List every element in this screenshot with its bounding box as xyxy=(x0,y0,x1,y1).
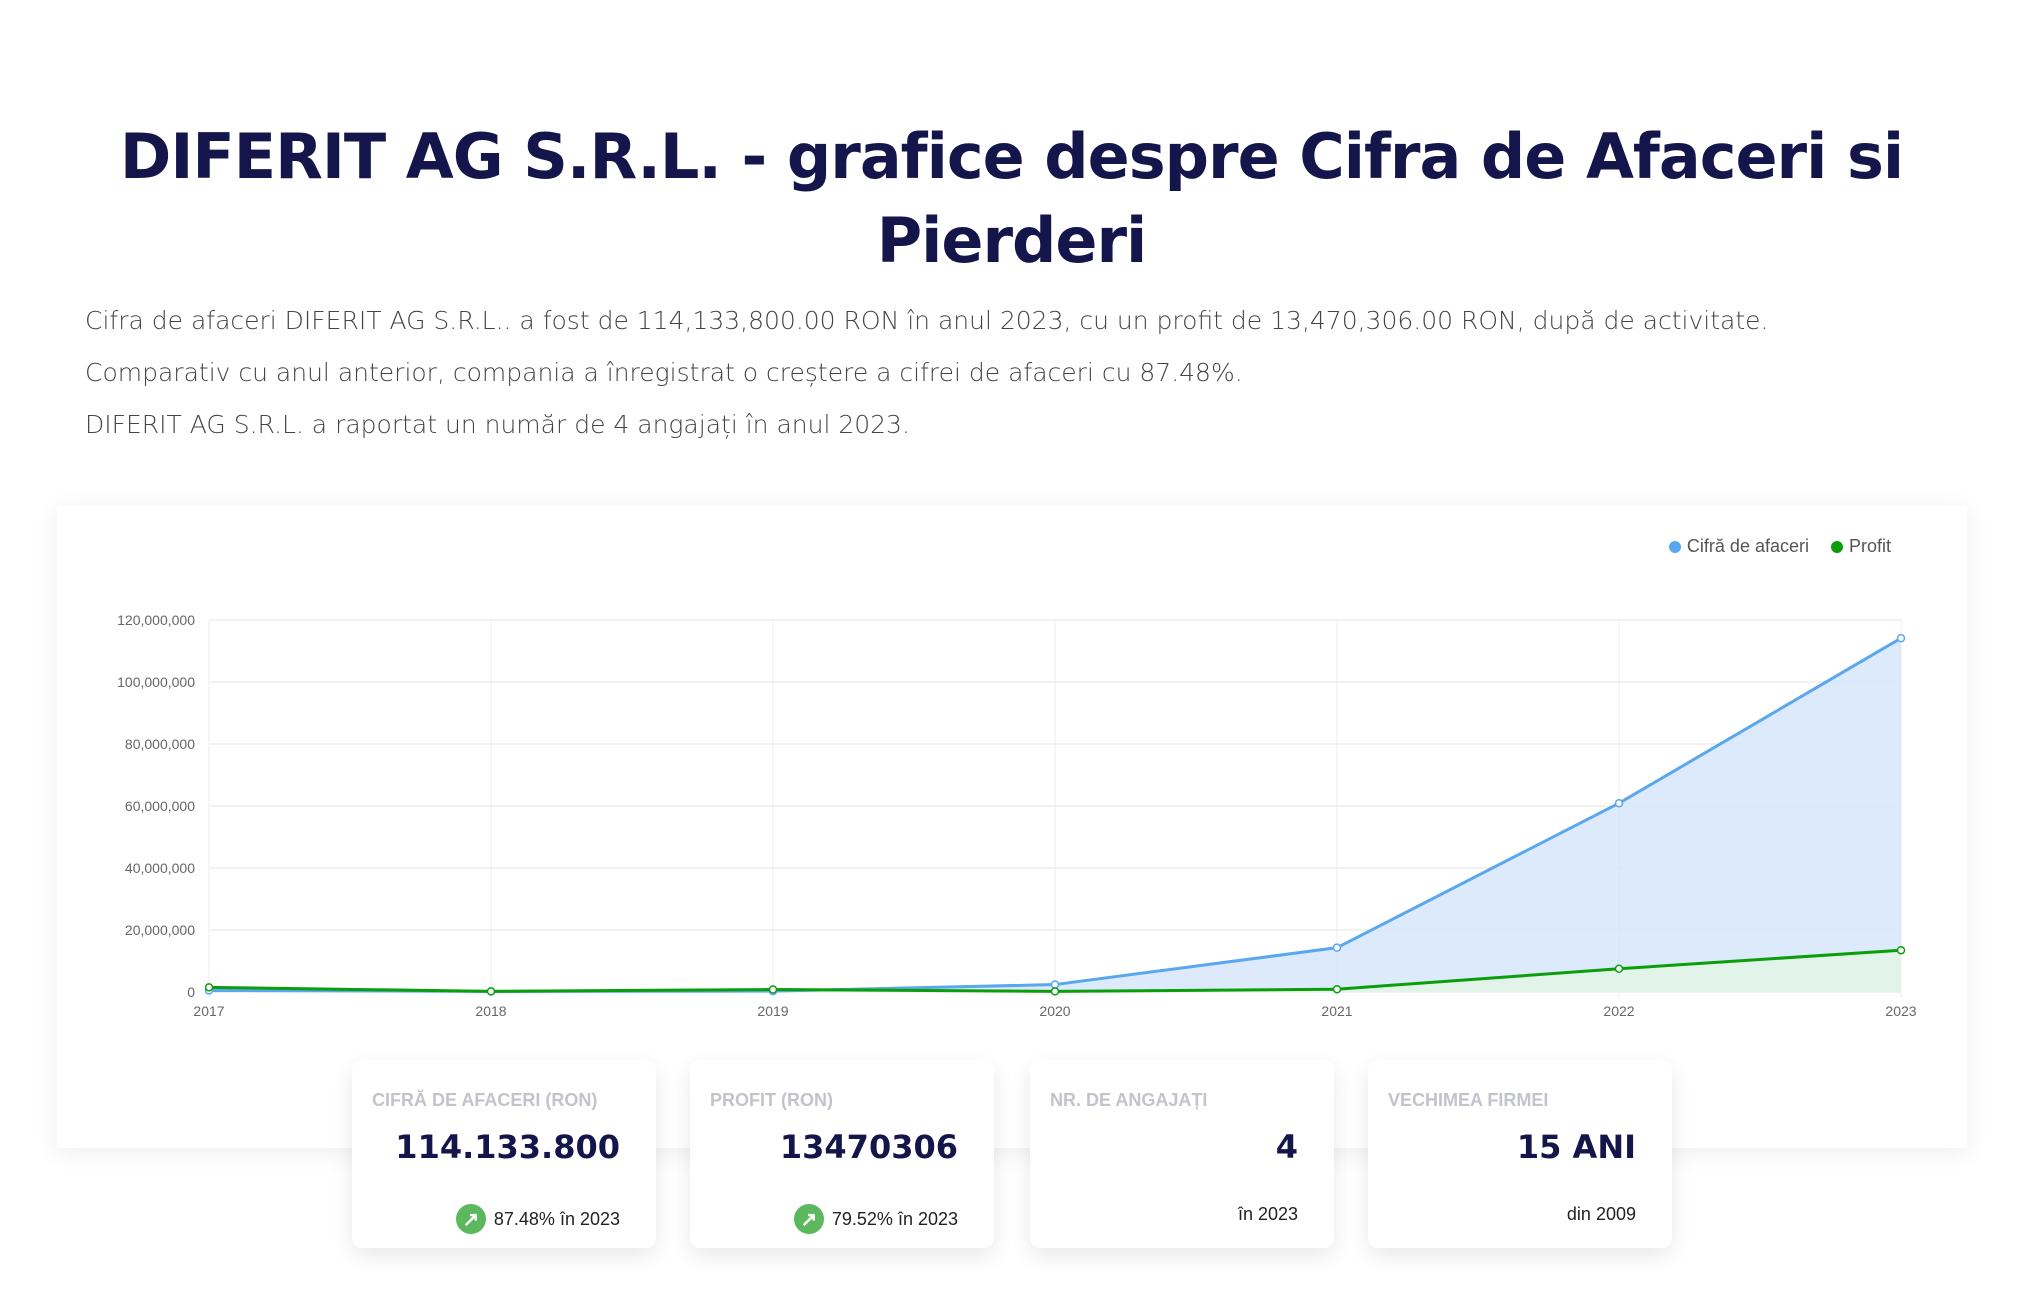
x-tick-label: 2018 xyxy=(475,1003,506,1019)
y-tick-label: 40,000,000 xyxy=(125,860,195,876)
stat-card-age: VECHIMEA FIRMEI 15 ANI din 2009 xyxy=(1368,1060,1672,1248)
x-tick-label: 2017 xyxy=(193,1003,224,1019)
y-tick-label: 0 xyxy=(187,984,195,1000)
chart-legend: Cifră de afaceri Profit xyxy=(1668,536,1891,557)
y-tick-label: 60,000,000 xyxy=(125,798,195,814)
stat-sub: 87.48% în 2023 xyxy=(493,1208,620,1229)
stat-sub: 79.52% în 2023 xyxy=(831,1208,958,1229)
stat-label: NR. DE ANGAJAȚI xyxy=(1050,1090,1208,1110)
legend-item-profit[interactable]: Profit xyxy=(1830,536,1891,557)
stat-value: 4 xyxy=(1275,1128,1298,1166)
y-tick-label: 100,000,000 xyxy=(117,674,195,690)
data-point xyxy=(1332,984,1342,994)
legend-dot-icon xyxy=(1830,541,1843,553)
description-line: DIFERIT AG S.R.L. a raportat un număr de… xyxy=(85,410,910,439)
data-point xyxy=(1050,980,1060,989)
stat-value: 114.133.800 xyxy=(395,1128,620,1166)
stat-sub: din 2009 xyxy=(1566,1204,1636,1224)
legend-label: Cifră de afaceri xyxy=(1686,536,1809,556)
series-area-1 xyxy=(209,950,1901,992)
stat-sub: în 2023 xyxy=(1237,1204,1298,1224)
description-line: Cifra de afaceri DIFERIT AG S.R.L.. a fo… xyxy=(85,306,1769,335)
data-point xyxy=(204,983,214,992)
stat-value: 15 ANI xyxy=(1516,1128,1636,1166)
x-tick-label: 2021 xyxy=(1321,1003,1352,1019)
data-point xyxy=(486,987,496,996)
stat-label: VECHIMEA FIRMEI xyxy=(1388,1090,1549,1110)
legend-item-revenue[interactable]: Cifră de afaceri xyxy=(1668,536,1809,557)
y-tick-label: 80,000,000 xyxy=(125,736,195,752)
stat-label: CIFRĂ DE AFACERI (RON) xyxy=(372,1090,598,1110)
legend-dot-icon xyxy=(1668,541,1681,553)
data-point xyxy=(768,985,778,994)
stat-card-profit: PROFIT (RON) 13470306 ↗ 79.52% în 2023 xyxy=(690,1060,994,1248)
line-chart: 0 20,000,000 40,000,000 60,000,000 80,000,00… xyxy=(117,612,1917,1019)
x-tick-label: 2022 xyxy=(1603,1003,1634,1019)
stat-card-revenue: CIFRĂ DE AFACERI (RON) 114.133.800 ↗ 87.4… xyxy=(352,1060,656,1248)
page-title: DIFERIT AG S.R.L. - grafice despre Cifra… xyxy=(119,120,1904,277)
data-point xyxy=(1332,943,1342,952)
arrow-up-right-icon: ↗ xyxy=(793,1204,824,1234)
data-point xyxy=(1050,987,1060,996)
arrow-up-right-icon: ↗ xyxy=(455,1204,486,1234)
y-tick-label: 20,000,000 xyxy=(125,922,195,938)
stat-label: PROFIT (RON) xyxy=(710,1090,833,1110)
description-line: Comparativ cu anul anterior, compania a … xyxy=(85,358,1243,387)
data-point xyxy=(1896,945,1906,955)
x-tick-label: 2020 xyxy=(1039,1003,1070,1019)
stat-card-employees: NR. DE ANGAJAȚI 4 în 2023 xyxy=(1030,1060,1334,1248)
y-tick-label: 120,000,000 xyxy=(117,612,195,628)
x-tick-label: 2023 xyxy=(1885,1003,1916,1019)
x-tick-label: 2019 xyxy=(757,1003,788,1019)
stat-value: 13470306 xyxy=(779,1128,958,1166)
series-area-0 xyxy=(209,638,1901,992)
legend-label: Profit xyxy=(1848,536,1891,556)
data-point xyxy=(1614,798,1624,808)
data-point xyxy=(1896,633,1906,643)
data-point xyxy=(1614,964,1624,973)
